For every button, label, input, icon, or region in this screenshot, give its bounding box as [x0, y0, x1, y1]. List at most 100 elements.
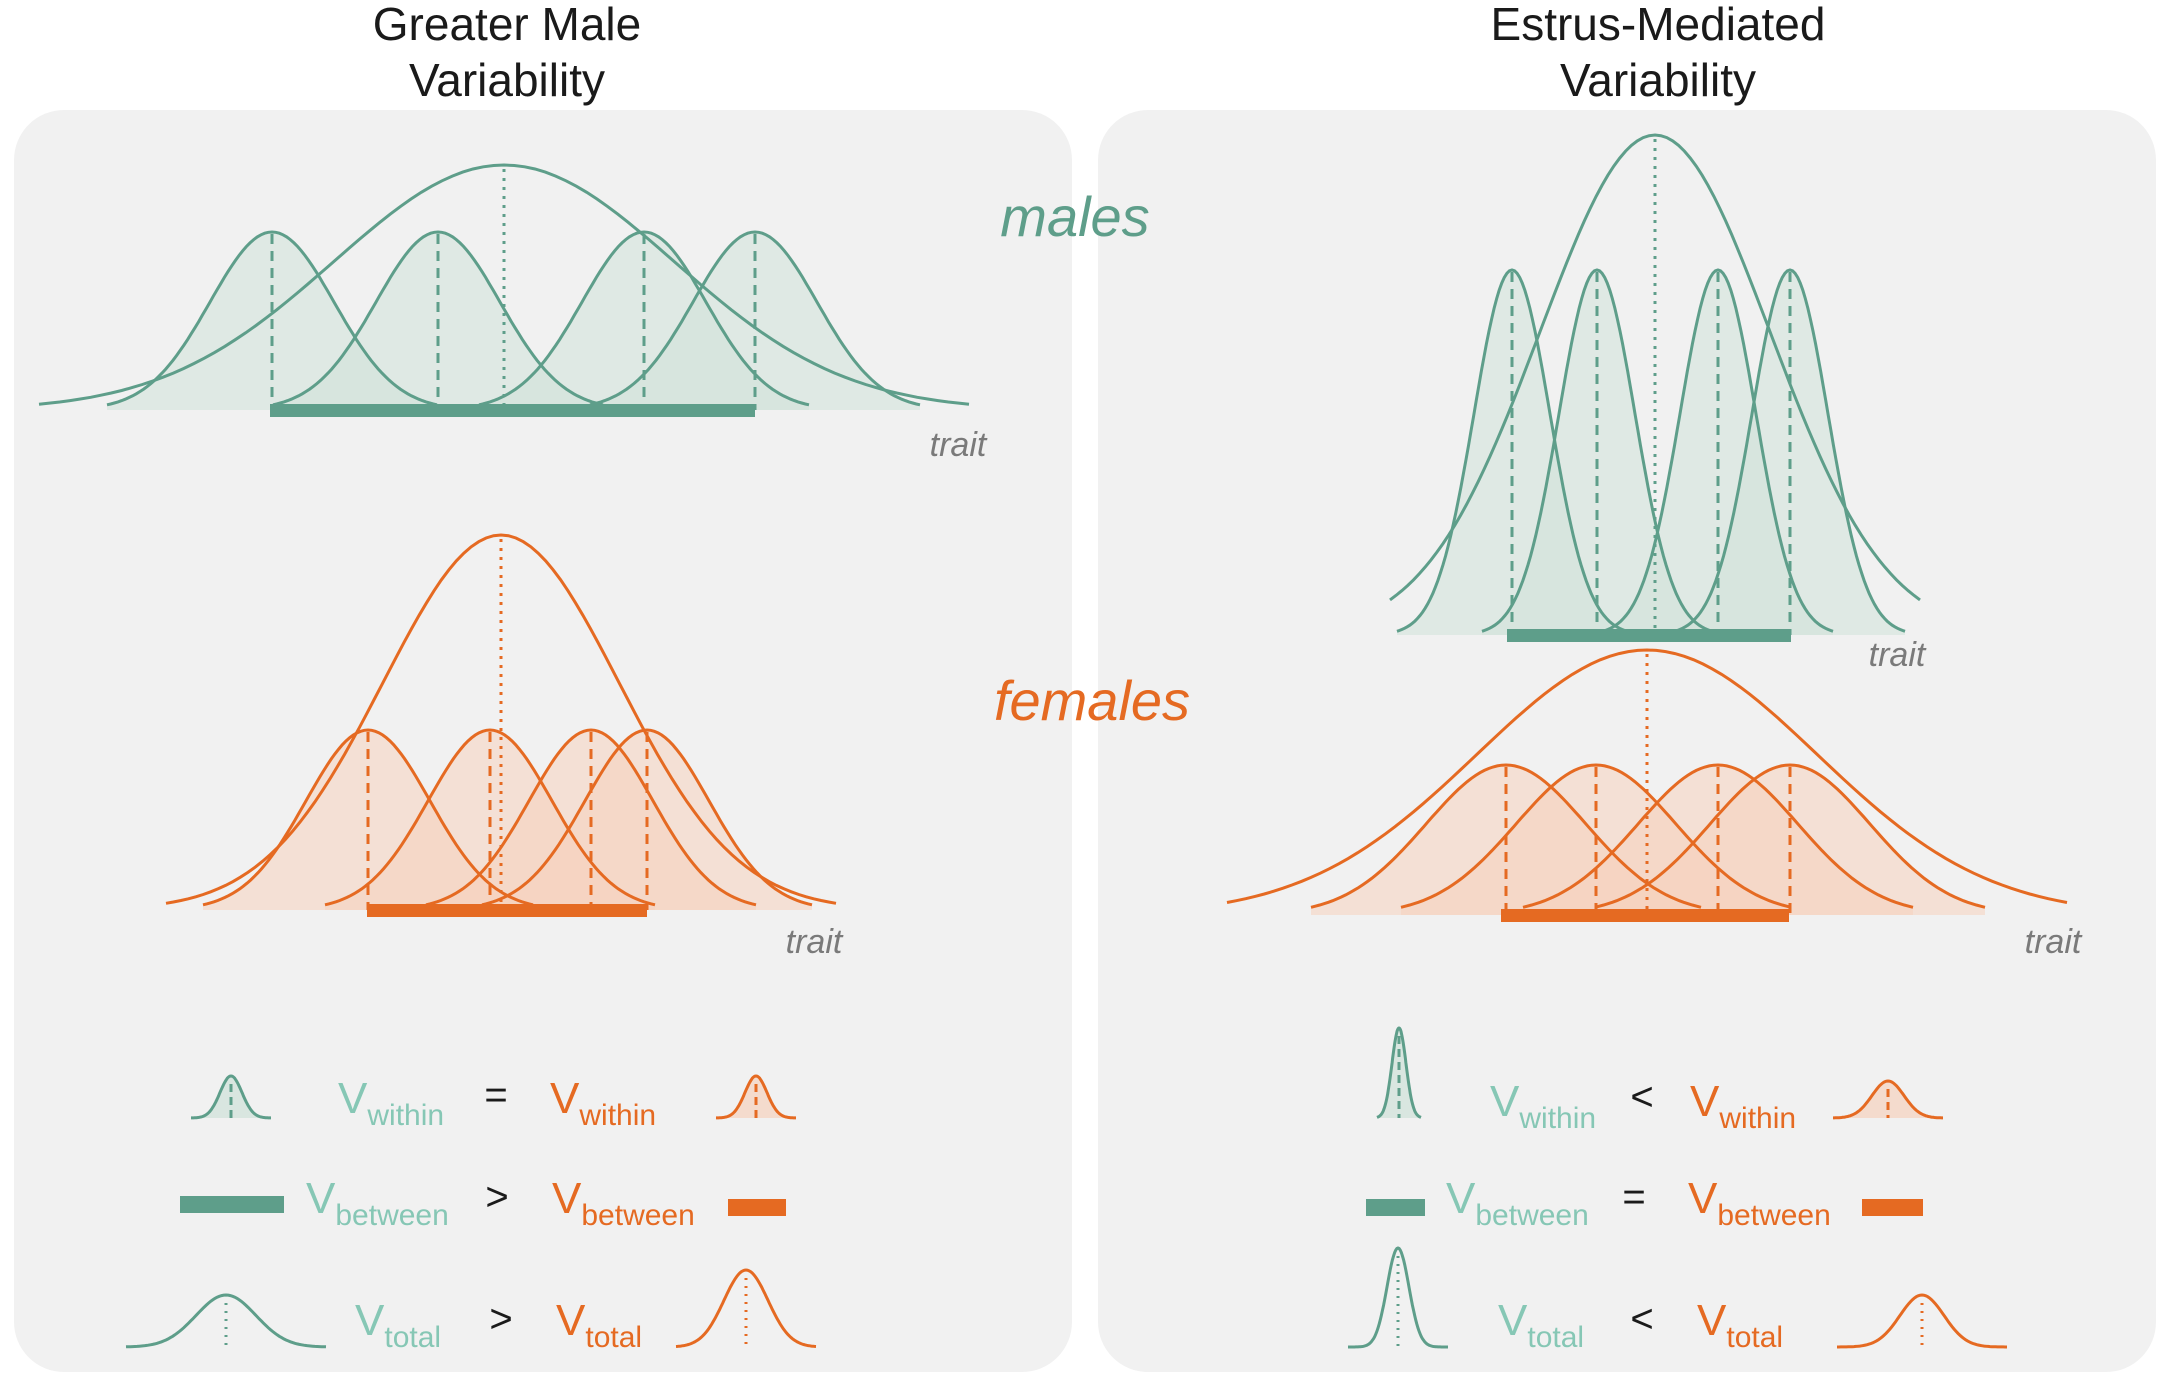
icon-curve — [716, 1074, 796, 1120]
right-total-male-label: Vtotal — [1498, 1296, 1584, 1354]
v-subscript: between — [1717, 1199, 1830, 1232]
female-between-bar-icon — [728, 1199, 786, 1216]
icon-curve — [191, 1074, 271, 1120]
icon-curve — [675, 1268, 817, 1348]
right-title-line2: Variability — [1560, 54, 1756, 106]
left-between-female-label: Vbetween — [552, 1174, 695, 1232]
right-within-male-label: Vwithin — [1490, 1077, 1596, 1135]
left-legend: Vwithin = Vwithin Vbetween > Vbetween Vt… — [125, 1073, 817, 1354]
sub-distribution-curve — [272, 230, 604, 407]
females-label: females — [994, 669, 1190, 732]
distribution-left-females — [165, 533, 837, 917]
v-symbol: V — [1690, 1077, 1720, 1126]
female-within-icon — [716, 1074, 796, 1120]
sub-distribution-curve — [481, 728, 813, 907]
female-within-icon — [1833, 1079, 1943, 1120]
v-symbol: V — [1688, 1174, 1718, 1223]
left-total-operator: > — [489, 1297, 512, 1341]
total-distribution-curve — [1389, 133, 1921, 602]
sub-distribution-curve — [106, 230, 438, 407]
female-between-bar-icon — [1862, 1199, 1923, 1216]
distribution-right-females — [1226, 648, 2068, 922]
right-legend: Vwithin < Vwithin Vbetween = Vbetween Vt… — [1348, 1026, 2007, 1354]
panel-left-background — [14, 110, 1072, 1372]
male-total-icon — [1348, 1246, 1448, 1349]
icon-curve — [1348, 1246, 1448, 1349]
v-subscript: total — [384, 1321, 441, 1354]
left-total-female-label: Vtotal — [556, 1296, 642, 1354]
v-subscript: between — [581, 1199, 694, 1232]
right-between-female-label: Vbetween — [1688, 1174, 1831, 1232]
sub-distribution-curve — [1522, 763, 1914, 909]
sub-distribution-curve — [1310, 763, 1702, 909]
left-between-operator: > — [485, 1175, 508, 1219]
left-between-male-label: Vbetween — [306, 1174, 449, 1232]
male-between-bar-icon — [180, 1196, 284, 1213]
v-subscript: within — [366, 1099, 444, 1132]
v-subscript: total — [1726, 1321, 1783, 1354]
v-symbol: V — [1498, 1296, 1528, 1345]
v-symbol: V — [355, 1296, 385, 1345]
sub-distribution-curve — [202, 728, 534, 907]
total-distribution-curve — [1226, 648, 2068, 904]
left-within-operator: = — [484, 1073, 507, 1117]
v-subscript: within — [1718, 1102, 1796, 1135]
v-subscript: total — [1527, 1321, 1584, 1354]
left-total-male-label: Vtotal — [355, 1296, 441, 1354]
sub-distribution-curve — [1481, 268, 1713, 633]
v-symbol: V — [550, 1074, 580, 1123]
female-total-icon — [1837, 1293, 2007, 1349]
sub-distribution-curve — [1594, 763, 1986, 909]
v-subscript: within — [1518, 1102, 1596, 1135]
sub-distribution-curve — [324, 728, 656, 907]
v-symbol: V — [552, 1174, 582, 1223]
left-title-line1: Greater Male — [373, 0, 641, 50]
male-total-icon — [125, 1293, 327, 1349]
panel-right-background — [1098, 110, 2156, 1372]
between-variance-bar — [270, 404, 755, 417]
sub-distribution-curve — [589, 230, 921, 407]
right-between-operator: = — [1622, 1175, 1645, 1219]
left-within-male-label: Vwithin — [338, 1074, 444, 1132]
trait-label-left-females: trait — [786, 923, 844, 961]
distribution-left-males — [38, 163, 970, 417]
right-total-operator: < — [1630, 1297, 1653, 1341]
total-distribution-curve — [38, 163, 970, 406]
males-label: males — [1000, 185, 1149, 248]
sub-distribution-curve — [1396, 268, 1628, 633]
left-title-line2: Variability — [409, 54, 605, 106]
left-within-female-label: Vwithin — [550, 1074, 656, 1132]
male-within-icon — [191, 1074, 271, 1120]
v-subscript: total — [585, 1321, 642, 1354]
right-within-operator: < — [1630, 1075, 1653, 1119]
v-symbol: V — [1446, 1174, 1476, 1223]
icon-curve — [1837, 1293, 2007, 1349]
between-variance-bar — [367, 904, 647, 917]
sub-distribution-curve — [1674, 268, 1906, 633]
v-symbol: V — [1697, 1296, 1727, 1345]
icon-curve — [1376, 1026, 1422, 1119]
icon-curve — [1833, 1079, 1943, 1120]
icon-fill — [1833, 1081, 1943, 1118]
trait-label-left-males: trait — [930, 426, 988, 464]
male-between-bar-icon — [1366, 1199, 1425, 1216]
right-total-female-label: Vtotal — [1697, 1296, 1783, 1354]
right-between-male-label: Vbetween — [1446, 1174, 1589, 1232]
sub-distribution-curve — [1602, 268, 1834, 633]
v-symbol: V — [338, 1074, 368, 1123]
icon-curve — [125, 1293, 327, 1349]
trait-label-right-females: trait — [2025, 923, 2083, 961]
v-subscript: between — [335, 1199, 448, 1232]
v-symbol: V — [556, 1296, 586, 1345]
v-subscript: between — [1475, 1199, 1588, 1232]
v-symbol: V — [1490, 1077, 1520, 1126]
sub-distribution-fill — [1675, 270, 1905, 635]
female-total-icon — [675, 1268, 817, 1348]
trait-label-right-males: trait — [1869, 636, 1927, 674]
sub-distribution-curve — [1400, 763, 1792, 909]
v-subscript: within — [578, 1099, 656, 1132]
male-within-icon — [1376, 1026, 1422, 1119]
distribution-right-males — [1389, 133, 1921, 642]
between-variance-bar — [1501, 909, 1789, 922]
